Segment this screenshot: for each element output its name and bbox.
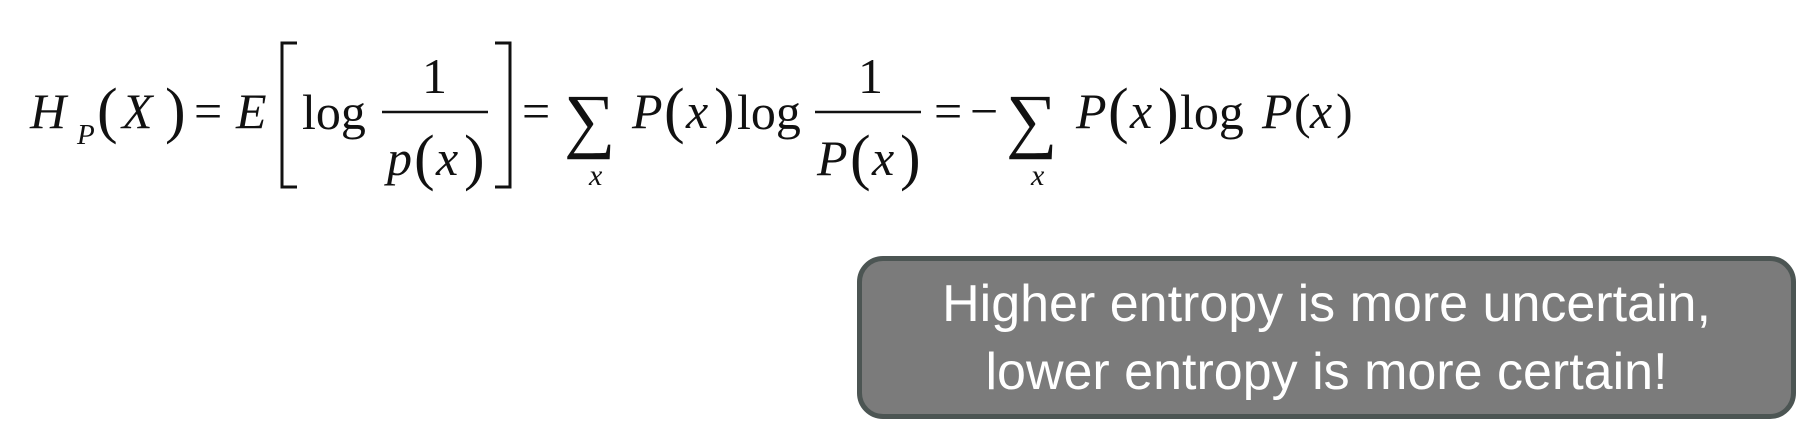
right-square-bracket (495, 41, 512, 189)
expectation-symbol: E (235, 83, 267, 139)
probability-p-1: P (631, 83, 663, 139)
log-operator-1: log (302, 84, 366, 140)
summation-index-2: x (1030, 159, 1045, 192)
denominator-open-paren-2: ( (850, 124, 871, 192)
equals-sign-1: = (194, 83, 222, 139)
denominator-x-2: x (871, 130, 894, 186)
lhs-open-paren: ( (97, 77, 118, 145)
denominator-p-lower: p (384, 130, 412, 186)
denominator-close-paren-2: ) (900, 124, 921, 192)
probability-open-paren-2: ( (1108, 77, 1129, 145)
probability-x-2: x (1129, 83, 1152, 139)
denominator-open-paren-1: ( (414, 124, 435, 192)
probability-x-3: x (1309, 83, 1332, 139)
log-operator-2: log (737, 84, 801, 140)
denominator-x-1: x (435, 130, 458, 186)
log-operator-3: log (1180, 84, 1244, 140)
entropy-formula: H P ( X ) = E log 1 p ( x ) = ∑ x P ( x … (29, 41, 1353, 192)
probability-x-1: x (685, 83, 708, 139)
minus-sign: − (970, 83, 998, 139)
summation-index-1: x (588, 159, 603, 192)
entropy-formula-svg: H P ( X ) = E log 1 p ( x ) = ∑ x P ( x … (29, 41, 1353, 192)
callout-line-1: Higher entropy is more uncertain, (942, 274, 1711, 333)
entropy-symbol-h: H (29, 83, 69, 139)
entropy-callout: Higher entropy is more uncertain, lower … (857, 256, 1796, 419)
equals-sign-3: = (934, 83, 962, 139)
probability-p-3: P (1261, 83, 1293, 139)
denominator-p-upper: P (816, 130, 848, 186)
numerator-one-1: 1 (422, 48, 447, 104)
probability-close-paren-3: ) (1336, 83, 1353, 139)
probability-open-paren-3: ( (1294, 83, 1311, 139)
random-variable-x: X (120, 83, 155, 139)
callout-line-2: lower entropy is more certain! (985, 342, 1668, 401)
probability-close-paren-1: ) (714, 77, 735, 145)
probability-open-paren-1: ( (664, 77, 685, 145)
entropy-subscript-p: P (76, 119, 95, 151)
summation-symbol-2: ∑ (1006, 80, 1057, 160)
lhs-close-paren: ) (165, 77, 186, 145)
numerator-one-2: 1 (858, 48, 883, 104)
probability-p-2: P (1075, 83, 1107, 139)
probability-close-paren-2: ) (1158, 77, 1179, 145)
equals-sign-2: = (522, 83, 550, 139)
denominator-close-paren-1: ) (464, 124, 485, 192)
left-square-bracket (280, 41, 297, 189)
summation-symbol-1: ∑ (564, 80, 615, 160)
